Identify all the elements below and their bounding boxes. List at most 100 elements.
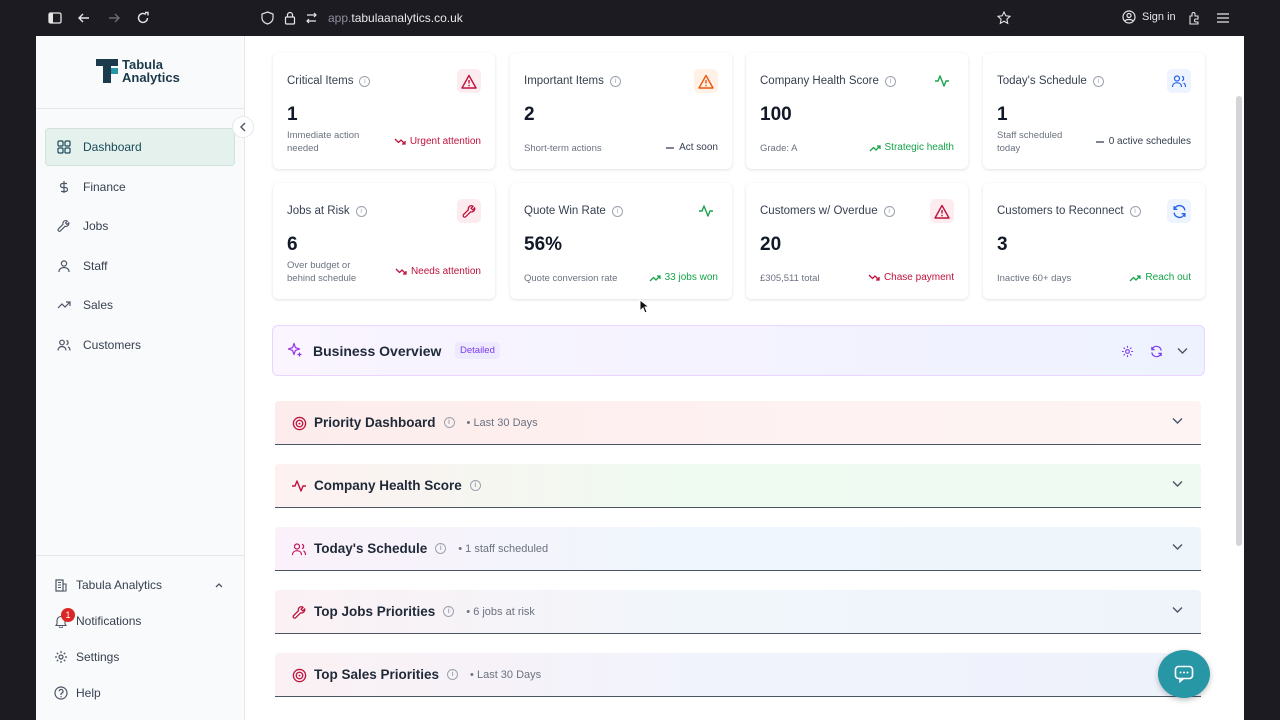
section-top-sales-priorities[interactable]: Top Sales Priorities i • Last 30 Days: [275, 653, 1201, 697]
card-value: 1: [287, 104, 298, 125]
card-title: Quote Win Rate i: [524, 205, 623, 217]
address-bar[interactable]: app.tabulaanalytics.co.uk: [328, 11, 463, 25]
trend-flat-icon: [1095, 140, 1104, 143]
card-title-text: Critical Items: [287, 75, 354, 87]
chat-support-button[interactable]: [1158, 650, 1210, 698]
info-icon[interactable]: i: [1092, 75, 1104, 87]
overview-badge: Detailed: [455, 342, 500, 359]
chevron-down-icon[interactable]: [1172, 606, 1183, 614]
chevron-down-icon[interactable]: [1177, 347, 1188, 355]
section-company-health-score[interactable]: Company Health Score i: [275, 464, 1201, 508]
info-icon[interactable]: i: [611, 205, 623, 217]
card-trend: Act soon: [665, 142, 718, 153]
trend-flat-icon: [666, 146, 675, 149]
org-switcher[interactable]: Tabula Analytics: [54, 578, 226, 592]
extensions-icon[interactable]: [1186, 10, 1202, 26]
info-icon[interactable]: i: [469, 480, 481, 491]
bookmark-star-icon[interactable]: [996, 10, 1012, 26]
card-value: 3: [997, 234, 1008, 255]
card-trend: Urgent attention: [394, 136, 481, 147]
sidebar-collapse-button[interactable]: [232, 116, 254, 138]
sidebar-item-dashboard[interactable]: Dashboard: [45, 128, 235, 166]
card-title-text: Customers to Reconnect: [997, 205, 1124, 217]
section-title-text: Top Sales Priorities: [314, 667, 440, 682]
help-item[interactable]: Help: [54, 686, 101, 700]
back-icon[interactable]: [76, 10, 92, 26]
logo-line2: Analytics: [122, 70, 180, 85]
info-icon[interactable]: i: [359, 75, 371, 87]
sidebar-item-label: Staff: [83, 258, 108, 273]
section-title: Priority Dashboard i • Last 30 Days: [314, 415, 538, 430]
card-important-items[interactable]: Important Items i 2 Short-term actions Ac…: [510, 53, 732, 169]
card-customers-to-reconnect[interactable]: Customers to Reconnect i 3 Inactive 60+ d…: [983, 183, 1205, 299]
url-host: tabulaanalytics.co.uk: [351, 11, 463, 25]
sidebar-item-finance[interactable]: Finance: [45, 168, 235, 206]
lock-icon[interactable]: [282, 10, 298, 26]
card-trend: Needs attention: [395, 266, 481, 277]
sidebar-item-jobs[interactable]: Jobs: [45, 207, 235, 245]
activity-pulse-icon: [694, 199, 718, 223]
section-todays-schedule[interactable]: Today's Schedule i • 1 staff scheduled: [275, 527, 1201, 571]
wrench-icon: [457, 199, 481, 223]
sidebar-item-sales[interactable]: Sales: [45, 286, 235, 324]
reload-icon[interactable]: [135, 10, 151, 26]
logo[interactable]: Tabula Analytics: [96, 58, 180, 84]
section-subtitle: • Last 30 Days: [470, 668, 542, 681]
refresh-icon[interactable]: [1150, 345, 1163, 358]
card-company-health-score[interactable]: Company Health Score i 100 Grade: A Strat…: [746, 53, 968, 169]
user-icon: [58, 259, 70, 272]
section-top-jobs-priorities[interactable]: Top Jobs Priorities i • 6 jobs at risk: [275, 590, 1201, 634]
overview-title: Business Overview: [313, 343, 442, 359]
users-icon: [291, 541, 307, 557]
card-todays-schedule[interactable]: Today's Schedule i 1 Staff scheduled toda…: [983, 53, 1205, 169]
card-title: Critical Items i: [287, 75, 371, 87]
section-title-text: Top Jobs Priorities: [314, 604, 436, 619]
logo-text: Tabula Analytics: [122, 58, 180, 84]
info-icon[interactable]: i: [443, 606, 455, 617]
card-quote-win-rate[interactable]: Quote Win Rate i 56% Quote conversion rat…: [510, 183, 732, 299]
section-title: Top Jobs Priorities i • 6 jobs at risk: [314, 604, 535, 619]
bell-icon: 1: [54, 608, 75, 628]
card-jobs-at-risk[interactable]: Jobs at Risk i 6 Over budget or behind sc…: [273, 183, 495, 299]
chevron-down-icon[interactable]: [1172, 480, 1183, 488]
section-priority-dashboard[interactable]: Priority Dashboard i • Last 30 Days: [275, 401, 1201, 445]
section-subtitle: • 1 staff scheduled: [458, 542, 549, 555]
info-icon[interactable]: i: [443, 417, 455, 428]
chevron-down-icon[interactable]: [1172, 417, 1183, 425]
sidebar-item-staff[interactable]: Staff: [45, 247, 235, 285]
gear-icon[interactable]: [1121, 345, 1134, 358]
settings-item[interactable]: Settings: [54, 650, 119, 664]
card-title: Customers to Reconnect i: [997, 205, 1141, 217]
card-trend-label: Reach out: [1145, 272, 1191, 283]
connection-icon[interactable]: [305, 10, 321, 26]
info-icon[interactable]: i: [883, 205, 895, 217]
forward-icon[interactable]: [106, 10, 122, 26]
card-trend: Chase payment: [868, 272, 954, 283]
scrollbar[interactable]: [1236, 96, 1242, 546]
info-icon[interactable]: i: [609, 75, 621, 87]
section-subtitle: • Last 30 Days: [466, 416, 538, 429]
chevron-down-icon[interactable]: [1172, 543, 1183, 551]
info-icon[interactable]: i: [1129, 205, 1141, 217]
signin-button[interactable]: Sign in: [1122, 10, 1176, 24]
sidebar-item-customers[interactable]: Customers: [45, 326, 235, 364]
chevron-up-icon[interactable]: [214, 580, 224, 590]
info-icon[interactable]: i: [884, 75, 896, 87]
card-critical-items[interactable]: Critical Items i 1 Immediate action neede…: [273, 53, 495, 169]
sidebar-toggle-icon[interactable]: [47, 10, 63, 26]
target-icon: [291, 415, 307, 431]
section-title-text: Company Health Score: [314, 478, 462, 493]
divider: [36, 108, 245, 109]
card-customers-overdue[interactable]: Customers w/ Overdue i 20 £305,511 total …: [746, 183, 968, 299]
users-icon: [57, 339, 71, 351]
sidebar-item-label: Sales: [83, 298, 114, 312]
business-overview-panel[interactable]: Business Overview Detailed: [272, 325, 1205, 376]
card-subtitle: Staff scheduled today: [997, 130, 1063, 154]
info-icon[interactable]: i: [355, 205, 367, 217]
info-icon[interactable]: i: [435, 543, 447, 554]
menu-icon[interactable]: [1215, 10, 1231, 26]
notifications-item[interactable]: 1 Notifications: [54, 608, 141, 628]
info-icon[interactable]: i: [447, 669, 459, 680]
sidebar: Tabula Analytics Dashboard Finance Jobs …: [36, 36, 245, 720]
shield-icon[interactable]: [259, 10, 275, 26]
